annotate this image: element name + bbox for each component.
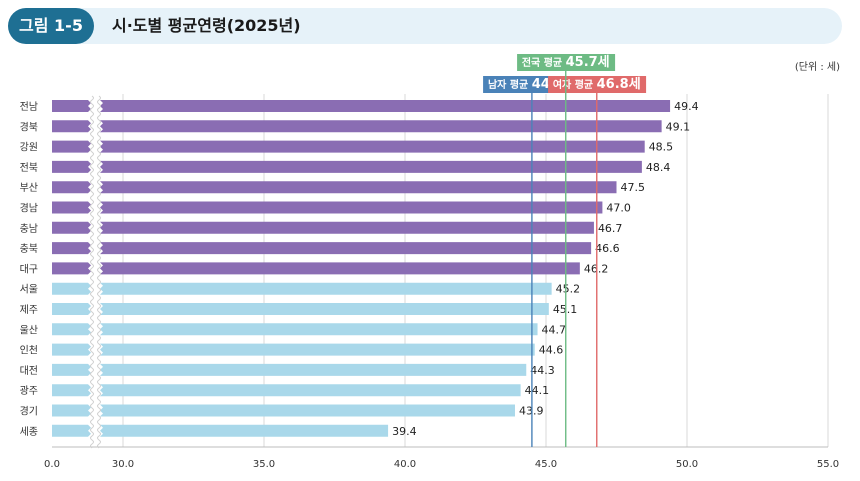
category-label: 인천 [20, 345, 38, 357]
value-label: 44.3 [530, 364, 555, 377]
bar-segment-left [52, 100, 91, 112]
bar [100, 404, 515, 417]
bar [100, 221, 594, 234]
category-label: 광주 [20, 385, 38, 397]
figure-header: 그림 1-5 시·도별 평균연령(2025년) [8, 8, 842, 44]
bar-segment-left [52, 242, 91, 255]
category-label: 경기 [20, 405, 38, 418]
value-label: 49.4 [674, 100, 699, 113]
category-label: 울산 [20, 324, 38, 336]
value-label: 47.5 [621, 181, 646, 194]
bar-segment-left [52, 181, 91, 194]
x-tick-label: 35.0 [253, 459, 275, 470]
bar-segment-left [52, 343, 91, 356]
figure-title: 시·도별 평균연령(2025년) [112, 16, 301, 35]
bar-segment-left [52, 303, 91, 315]
female-average-text: 여자 평균 [552, 80, 594, 91]
bar-segment-left [52, 424, 91, 437]
female-average-value: 46.8세 [596, 77, 641, 92]
category-label: 제주 [20, 304, 38, 316]
bar [100, 120, 662, 133]
bar [100, 242, 592, 255]
category-label: 부산 [20, 182, 38, 194]
value-label: 44.1 [525, 384, 550, 397]
category-label: 대전 [20, 365, 38, 377]
bar [100, 424, 389, 437]
bar-segment-left [52, 221, 91, 234]
x-tick-label: 55.0 [817, 459, 839, 470]
category-label: 세종 [20, 426, 38, 438]
category-label: 전남 [20, 101, 38, 113]
category-label: 전북 [20, 162, 38, 174]
bar [100, 140, 645, 153]
bar [100, 323, 538, 336]
national-average-text: 전국 평균 [521, 58, 563, 69]
category-label: 대구 [20, 263, 38, 275]
axis-break-mark [90, 95, 94, 449]
female-average-label: 여자 평균 46.8세 [547, 76, 646, 93]
value-label: 44.7 [542, 323, 567, 336]
category-label: 강원 [20, 142, 38, 154]
value-label: 48.4 [646, 161, 671, 174]
national-average-value: 45.7세 [565, 55, 610, 70]
category-label: 충남 [20, 223, 38, 235]
bar [100, 100, 671, 112]
bar [100, 343, 535, 356]
value-label: 44.6 [539, 344, 564, 357]
bar [100, 363, 527, 376]
value-label: 48.5 [649, 141, 674, 154]
national-average-label: 전국 평균 45.7세 [516, 54, 615, 71]
bar-segment-left [52, 201, 91, 214]
bar [100, 303, 549, 315]
category-label: 경남 [20, 202, 38, 215]
bar [100, 262, 580, 275]
bar [100, 181, 617, 194]
value-label: 47.0 [606, 202, 631, 215]
bar-segment-left [52, 160, 91, 173]
bar-segment-left [52, 323, 91, 336]
value-label: 49.1 [666, 120, 691, 133]
value-label: 39.4 [392, 425, 417, 438]
bar [100, 282, 552, 295]
x-tick-label: 45.0 [535, 459, 557, 470]
bar-segment-left [52, 262, 91, 275]
value-label: 45.2 [556, 283, 581, 296]
axis-break-mark [97, 95, 101, 449]
bar-segment-left [52, 282, 91, 295]
x-tick-label: 30.0 [112, 459, 134, 470]
bar-segment-left [52, 363, 91, 376]
value-label: 46.7 [598, 222, 623, 235]
bar-segment-left [52, 140, 91, 153]
unit-label: (단위 : 세) [794, 62, 840, 73]
bar-segment-left [52, 404, 91, 417]
male-average-text: 남자 평균 [487, 80, 529, 91]
bar [100, 160, 642, 173]
bar [100, 201, 603, 214]
x-tick-label: 0.0 [44, 459, 60, 470]
category-label: 충북 [20, 243, 38, 255]
category-label: 서울 [20, 284, 38, 296]
bar [100, 384, 521, 397]
bar-segment-left [52, 384, 91, 397]
x-tick-label: 40.0 [394, 459, 416, 470]
x-tick-label: 50.0 [676, 459, 698, 470]
value-label: 46.6 [595, 242, 620, 255]
category-label: 경북 [20, 120, 38, 133]
bar-segment-left [52, 120, 91, 133]
figure-number-badge: 그림 1-5 [8, 8, 94, 44]
